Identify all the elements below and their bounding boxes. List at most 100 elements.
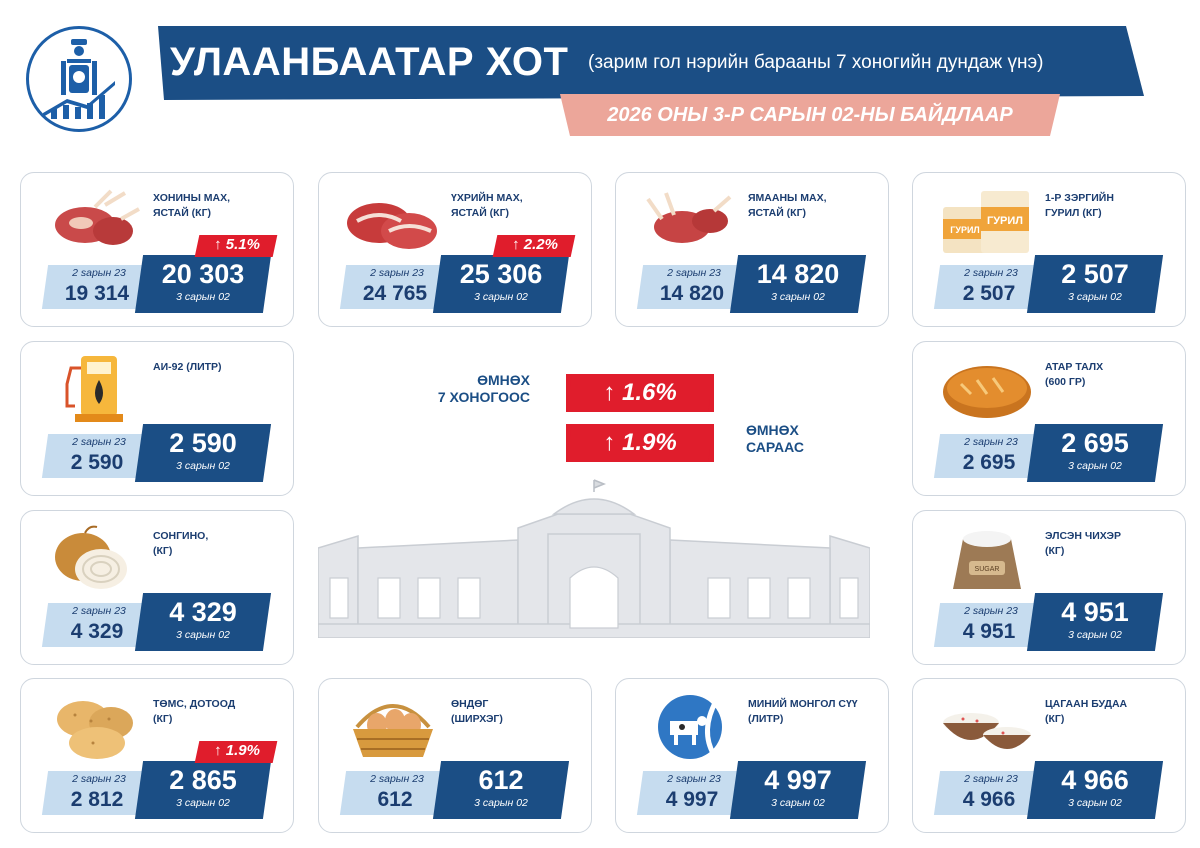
- current-price: 2 865: [169, 765, 237, 795]
- week-change-flag: [566, 374, 714, 412]
- previous-date-label: 2 sарын 23: [72, 773, 126, 785]
- product-name: СОНГИНО, (КГ): [153, 530, 209, 557]
- product-name: ТӨМС, ДОТООД (КГ): [153, 698, 236, 725]
- rice-bowl-icon: [937, 691, 1037, 761]
- change-value: ↑ 2.2%: [512, 236, 558, 253]
- current-price: 4 966: [1061, 765, 1129, 795]
- current-price: 4 997: [764, 765, 832, 795]
- month-change-label: ӨМНӨХ САРААС: [746, 422, 804, 455]
- statistics-logo: [26, 26, 132, 132]
- page-subtitle: (зарим гол нэрийн барааны 7 хоногийн дун…: [588, 52, 1044, 73]
- current-price: 2 590: [169, 428, 237, 458]
- current-price: 612: [478, 765, 524, 795]
- product-name: ХОНИНЫ МАХ, ЯСТАЙ (КГ): [153, 192, 231, 219]
- change-value: ↑ 1.9%: [214, 742, 260, 759]
- previous-date-label: 2 sарын 23: [964, 436, 1018, 448]
- previous-price: 2 695: [962, 451, 1016, 474]
- product-card: ГУРИЛ ГУРИЛ 1-Р ЗЭРГИЙН ГУРИЛ (КГ) 2 sарын …: [912, 172, 1186, 327]
- product-card: ХОНИНЫ МАХ, ЯСТАЙ (КГ) 2 sарын 23 19 314 20…: [20, 172, 294, 327]
- current-date-label: 3 сарын 02: [176, 291, 230, 303]
- previous-price: 4 966: [962, 788, 1016, 811]
- product-name: МИНИЙ МОНГОЛ СҮҮ (ЛИТР): [748, 698, 858, 725]
- previous-date-label: 2 sарын 23: [964, 267, 1018, 279]
- previous-price: 4 951: [962, 620, 1016, 643]
- milk-icon: [640, 691, 740, 761]
- mutton-ribs-icon: [45, 185, 145, 255]
- product-name: ҮХРИЙН МАХ, ЯСТАЙ (КГ): [451, 192, 523, 219]
- product-card: ЦАГААН БУДАА (КГ) 2 sарын 23 4 966 4 966 3 с…: [912, 678, 1186, 833]
- previous-price: 2 590: [70, 451, 124, 474]
- current-price: 4 329: [169, 597, 237, 627]
- product-name: АИ-92 (ЛИТР): [153, 361, 222, 373]
- potato-icon: [45, 691, 145, 761]
- bread-icon: [937, 354, 1037, 424]
- svg-text:SUGAR: SUGAR: [975, 566, 1000, 573]
- current-price: 2 695: [1061, 428, 1129, 458]
- current-price: 20 303: [161, 259, 245, 289]
- product-card: SUGAR ЭЛСЭН ЧИХЭР (КГ) 2 sарын 23 4 951 4 95…: [912, 510, 1186, 665]
- previous-date-label: 2 sарын 23: [964, 773, 1018, 785]
- product-card: ТӨМС, ДОТООД (КГ) 2 sарын 23 2 812 2 865 3 с…: [20, 678, 294, 833]
- previous-date-label: 2 sарын 23: [72, 605, 126, 617]
- current-date-label: 3 сарын 02: [176, 460, 230, 472]
- product-name: ЯМААНЫ МАХ, ЯСТАЙ (КГ): [748, 192, 827, 219]
- current-date-label: 3 сарын 02: [474, 797, 528, 809]
- product-name: АТАР ТАЛХ (600 ГР): [1045, 361, 1104, 388]
- date-label: 2026 ОНЫ 3-Р САРЫН 02-НЫ БАЙДЛААР: [607, 104, 1013, 126]
- title-banner: [158, 26, 1144, 100]
- week-change-value: ↑ 1.6%: [603, 379, 677, 406]
- previous-price: 24 765: [362, 282, 428, 305]
- current-date-label: 3 сарын 02: [176, 629, 230, 641]
- current-date-label: 3 сарын 02: [1068, 460, 1122, 472]
- flour-bag-icon: ГУРИЛ ГУРИЛ: [937, 185, 1037, 255]
- previous-date-label: 2 sарын 23: [667, 773, 721, 785]
- svg-text:ГУРИЛ: ГУРИЛ: [987, 215, 1023, 227]
- sugar-sack-icon: SUGAR: [937, 523, 1037, 593]
- product-card: ҮХРИЙН МАХ, ЯСТАЙ (КГ) 2 sарын 23 24 765 25…: [318, 172, 592, 327]
- product-name: ЦАГААН БУДАА (КГ): [1045, 698, 1128, 725]
- fuel-pump-icon: [45, 354, 145, 424]
- current-price: 2 507: [1061, 259, 1129, 289]
- previous-date-label: 2 sарын 23: [964, 605, 1018, 617]
- month-change-value: ↑ 1.9%: [603, 429, 677, 456]
- previous-price: 2 507: [962, 282, 1016, 305]
- date-ribbon: [560, 94, 1060, 136]
- month-change-flag: [566, 424, 714, 462]
- government-palace-illustration: [318, 479, 870, 638]
- product-card: МИНИЙ МОНГОЛ СҮҮ (ЛИТР) 2 sарын 23 4 997 4 …: [615, 678, 889, 833]
- svg-text:ГУРИЛ: ГУРИЛ: [950, 225, 980, 235]
- previous-price: 14 820: [659, 282, 725, 305]
- current-date-label: 3 сарын 02: [1068, 629, 1122, 641]
- week-change-label: ӨМНӨХ 7 ХОНОГООС: [437, 372, 530, 405]
- product-name: 1-Р ЗЭРГИЙН ГУРИЛ (КГ): [1045, 192, 1114, 219]
- goat-meat-icon: [640, 185, 740, 255]
- current-date-label: 3 сарын 02: [1068, 797, 1122, 809]
- beef-steak-icon: [343, 185, 443, 255]
- product-card: ӨНДӨГ (ШИРХЭГ) 2 sарын 23 612 612 3 сарын 02: [318, 678, 592, 833]
- change-value: ↑ 5.1%: [214, 236, 260, 253]
- previous-date-label: 2 sарын 23: [370, 267, 424, 279]
- product-card: АТАР ТАЛХ (600 ГР) 2 sарын 23 2 695 2 695 3 …: [912, 341, 1186, 496]
- page-title: УЛААНБААТАР ХОТ: [170, 40, 569, 84]
- previous-price: 612: [377, 788, 413, 811]
- previous-price: 19 314: [64, 282, 130, 305]
- previous-date-label: 2 sарын 23: [72, 436, 126, 448]
- current-date-label: 3 сарын 02: [176, 797, 230, 809]
- previous-date-label: 2 sарын 23: [370, 773, 424, 785]
- current-price: 25 306: [459, 259, 543, 289]
- product-card: ЯМААНЫ МАХ, ЯСТАЙ (КГ) 2 sарын 23 14 820 14…: [615, 172, 889, 327]
- product-card: АИ-92 (ЛИТР) 2 sарын 23 2 590 2 590 3 сарын …: [20, 341, 294, 496]
- product-card: СОНГИНО, (КГ) 2 sарын 23 4 329 4 329 3 сарын…: [20, 510, 294, 665]
- onion-icon: [45, 523, 145, 593]
- current-date-label: 3 сарын 02: [1068, 291, 1122, 303]
- previous-price: 4 997: [665, 788, 719, 811]
- previous-price: 4 329: [70, 620, 124, 643]
- previous-date-label: 2 sарын 23: [667, 267, 721, 279]
- current-date-label: 3 сарын 02: [771, 797, 825, 809]
- current-date-label: 3 сарын 02: [474, 291, 528, 303]
- previous-price: 2 812: [70, 788, 124, 811]
- product-name: ӨНДӨГ (ШИРХЭГ): [451, 698, 503, 725]
- current-price: 14 820: [756, 259, 840, 289]
- previous-date-label: 2 sарын 23: [72, 267, 126, 279]
- egg-basket-icon: [343, 691, 443, 761]
